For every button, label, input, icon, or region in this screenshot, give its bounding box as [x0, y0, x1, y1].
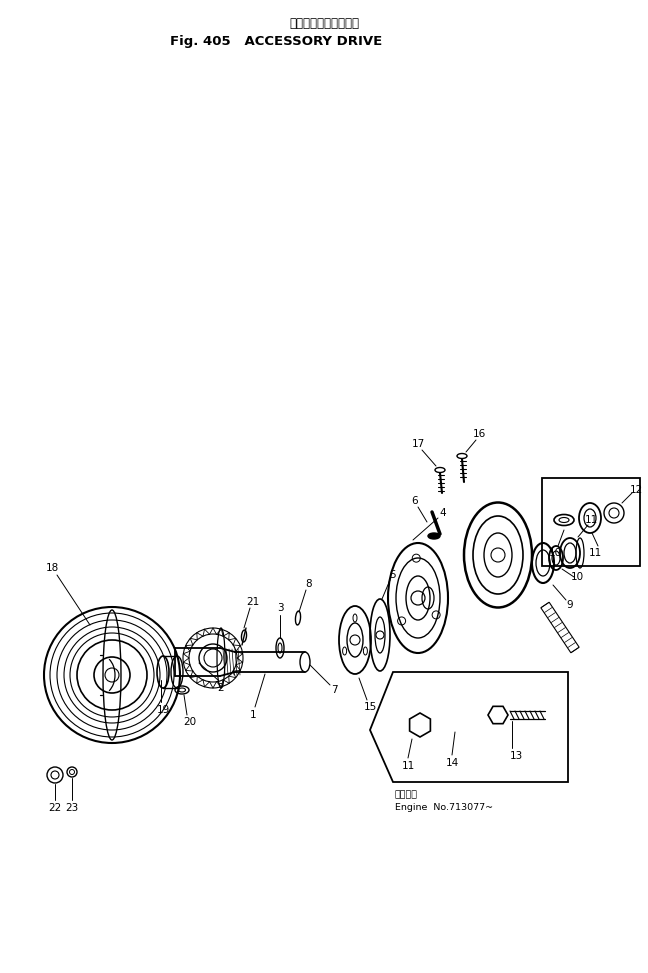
Text: 13: 13: [509, 751, 523, 761]
Text: 9: 9: [567, 600, 573, 610]
Bar: [542, 478, 640, 566]
Text: 22: 22: [49, 803, 62, 813]
Text: 10: 10: [570, 572, 584, 582]
Text: 18: 18: [45, 563, 58, 573]
Text: 12: 12: [629, 485, 643, 495]
Text: Engine  No.713077~: Engine No.713077~: [395, 804, 493, 812]
Text: 20: 20: [183, 717, 196, 727]
Ellipse shape: [428, 533, 440, 539]
Text: 11: 11: [588, 548, 601, 558]
Text: アクセサリ　ドライブ: アクセサリ ドライブ: [289, 17, 359, 30]
Text: 6: 6: [411, 496, 419, 506]
Text: 3: 3: [277, 603, 283, 613]
Text: 適用号機: 適用号機: [395, 790, 418, 800]
Text: 10: 10: [548, 548, 562, 558]
Text: Fig. 405   ACCESSORY DRIVE: Fig. 405 ACCESSORY DRIVE: [170, 35, 382, 48]
Text: 4: 4: [440, 508, 446, 518]
Text: 11: 11: [584, 515, 597, 525]
Text: 16: 16: [472, 429, 485, 439]
Text: 5: 5: [389, 570, 397, 580]
Text: 15: 15: [364, 702, 376, 712]
Text: 21: 21: [246, 597, 260, 607]
Text: 7: 7: [330, 685, 338, 695]
Text: 8: 8: [306, 579, 312, 589]
Text: 17: 17: [411, 439, 424, 449]
Text: 11: 11: [401, 761, 415, 771]
Text: 23: 23: [65, 803, 78, 813]
Text: 2: 2: [218, 683, 224, 693]
Text: 1: 1: [249, 710, 257, 720]
Text: 14: 14: [445, 758, 459, 768]
Text: 19: 19: [156, 705, 170, 715]
Polygon shape: [370, 672, 568, 782]
